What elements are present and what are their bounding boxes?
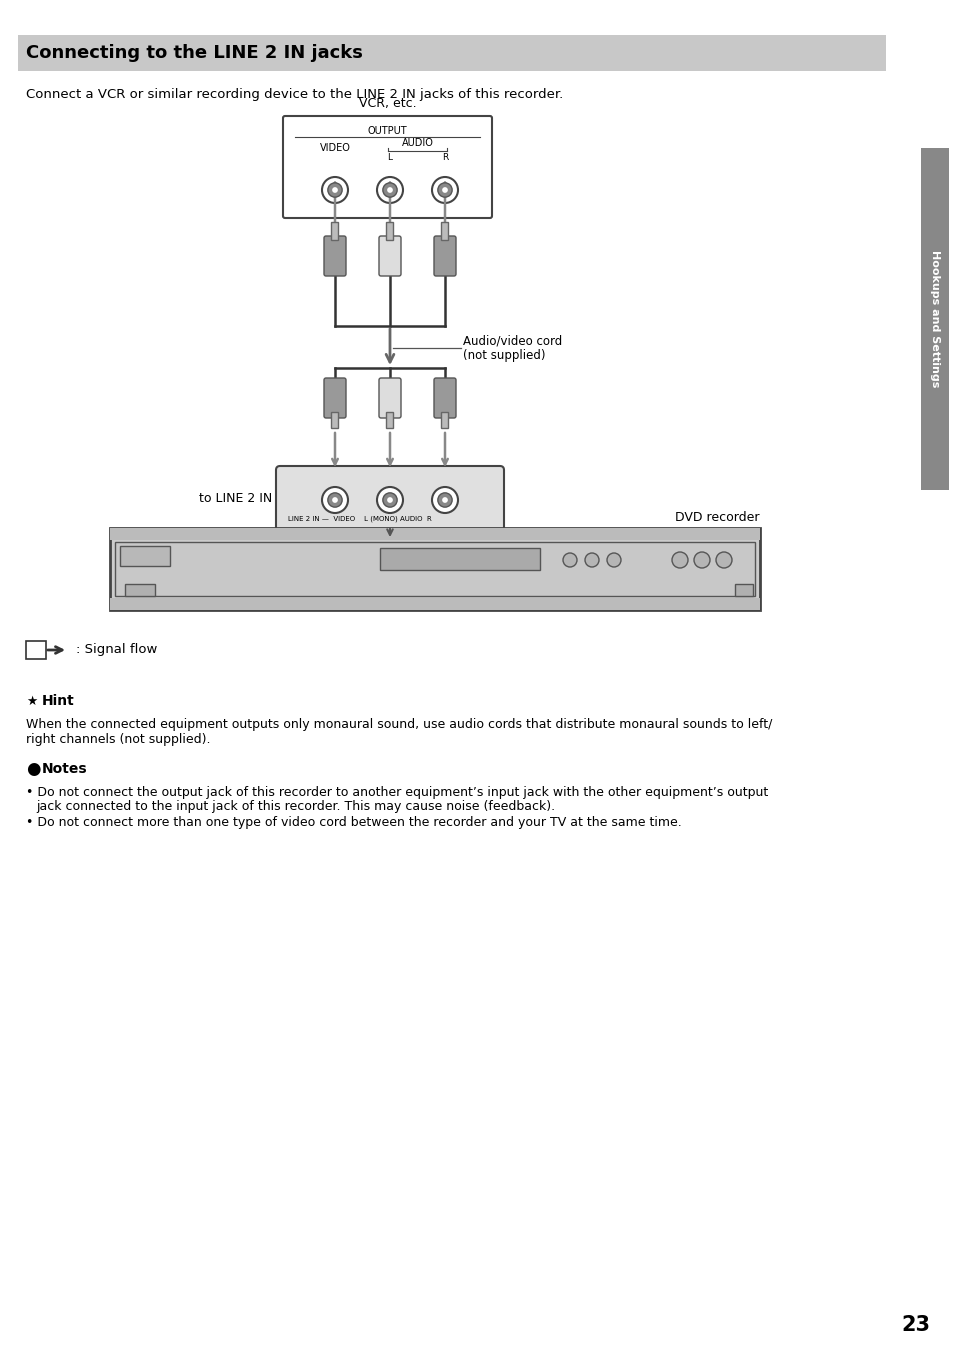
Circle shape: [432, 487, 457, 512]
FancyBboxPatch shape: [120, 546, 170, 566]
Text: VIDEO: VIDEO: [319, 143, 350, 153]
Circle shape: [387, 187, 393, 193]
FancyBboxPatch shape: [331, 412, 338, 429]
FancyBboxPatch shape: [324, 379, 346, 418]
FancyBboxPatch shape: [441, 412, 448, 429]
FancyBboxPatch shape: [378, 237, 400, 276]
Text: • Do not connect the output jack of this recorder to another equipment’s input j: • Do not connect the output jack of this…: [26, 786, 767, 799]
Circle shape: [606, 553, 620, 566]
Text: Connect a VCR or similar recording device to the LINE 2 IN jacks of this recorde: Connect a VCR or similar recording devic…: [26, 88, 562, 101]
FancyBboxPatch shape: [386, 412, 393, 429]
FancyBboxPatch shape: [26, 641, 46, 658]
FancyBboxPatch shape: [379, 548, 539, 571]
FancyBboxPatch shape: [110, 529, 760, 610]
FancyBboxPatch shape: [125, 584, 154, 596]
Circle shape: [332, 498, 337, 503]
Text: Hookups and Settings: Hookups and Settings: [929, 250, 939, 388]
Text: OUTPUT: OUTPUT: [367, 126, 407, 137]
Circle shape: [328, 183, 342, 197]
FancyBboxPatch shape: [378, 379, 400, 418]
FancyBboxPatch shape: [283, 116, 492, 218]
Circle shape: [387, 498, 393, 503]
Circle shape: [382, 183, 396, 197]
FancyBboxPatch shape: [115, 542, 754, 596]
Text: 23: 23: [901, 1315, 929, 1334]
Text: ●: ●: [26, 760, 40, 777]
Text: Audio/video cord
(not supplied): Audio/video cord (not supplied): [462, 334, 561, 362]
Circle shape: [376, 177, 402, 203]
Text: Notes: Notes: [42, 763, 88, 776]
FancyBboxPatch shape: [331, 222, 338, 241]
Text: DVD recorder: DVD recorder: [675, 511, 760, 525]
FancyBboxPatch shape: [434, 379, 456, 418]
Circle shape: [693, 552, 709, 568]
Circle shape: [441, 498, 447, 503]
Text: Hint: Hint: [42, 694, 74, 708]
Text: Connecting to the LINE 2 IN jacks: Connecting to the LINE 2 IN jacks: [26, 45, 362, 62]
Circle shape: [432, 177, 457, 203]
Circle shape: [322, 177, 348, 203]
FancyBboxPatch shape: [920, 147, 948, 489]
Text: LINE 2 IN —  VIDEO    L (MONO) AUDIO  R: LINE 2 IN — VIDEO L (MONO) AUDIO R: [288, 515, 432, 522]
FancyBboxPatch shape: [434, 237, 456, 276]
Circle shape: [332, 187, 337, 193]
FancyBboxPatch shape: [18, 35, 885, 72]
Circle shape: [437, 183, 452, 197]
Text: ★: ★: [26, 695, 37, 707]
Circle shape: [376, 487, 402, 512]
FancyBboxPatch shape: [324, 237, 346, 276]
FancyBboxPatch shape: [110, 598, 760, 610]
Text: to LINE 2 IN: to LINE 2 IN: [198, 492, 272, 506]
Circle shape: [716, 552, 731, 568]
FancyBboxPatch shape: [734, 584, 752, 596]
Text: AUDIO: AUDIO: [401, 138, 433, 147]
Circle shape: [584, 553, 598, 566]
FancyBboxPatch shape: [386, 222, 393, 241]
FancyBboxPatch shape: [275, 466, 503, 531]
Text: VCR, etc.: VCR, etc.: [358, 97, 416, 110]
Text: L: L: [387, 154, 392, 162]
FancyBboxPatch shape: [110, 529, 760, 539]
Circle shape: [562, 553, 577, 566]
Circle shape: [328, 493, 342, 507]
Circle shape: [441, 187, 447, 193]
Text: • Do not connect more than one type of video cord between the recorder and your : • Do not connect more than one type of v…: [26, 817, 681, 829]
Text: : Signal flow: : Signal flow: [76, 644, 157, 657]
Text: jack connected to the input jack of this recorder. This may cause noise (feedbac: jack connected to the input jack of this…: [36, 800, 555, 813]
Circle shape: [671, 552, 687, 568]
Circle shape: [322, 487, 348, 512]
Text: R: R: [441, 154, 448, 162]
Circle shape: [382, 493, 396, 507]
FancyBboxPatch shape: [441, 222, 448, 241]
Circle shape: [437, 493, 452, 507]
Text: When the connected equipment outputs only monaural sound, use audio cords that d: When the connected equipment outputs onl…: [26, 718, 772, 746]
